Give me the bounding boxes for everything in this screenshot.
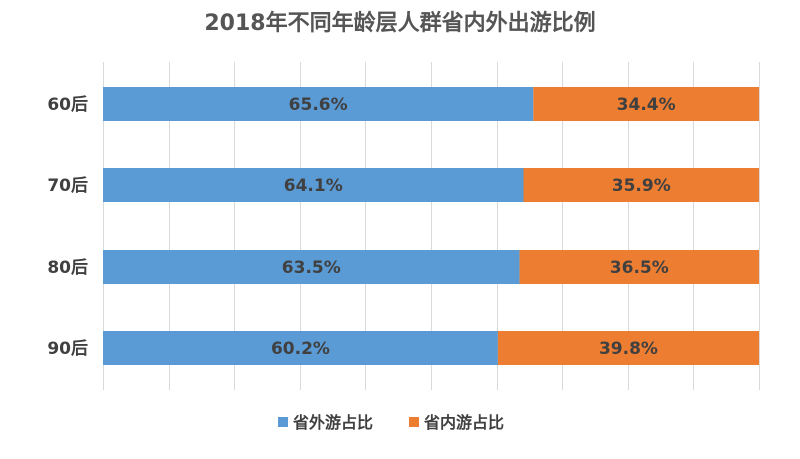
category-label: 60后 — [47, 95, 88, 115]
bar-segment — [519, 250, 759, 284]
data-label: 64.1% — [284, 176, 343, 196]
legend-label: 省外游占比 — [292, 413, 373, 432]
bar-segment — [533, 87, 759, 121]
chart-title: 2018年不同年龄层人群省内外出游比例 — [204, 10, 595, 36]
data-label: 34.4% — [617, 95, 676, 115]
legend-label: 省内游占比 — [423, 413, 504, 432]
category-label: 70后 — [47, 176, 88, 196]
data-label: 60.2% — [271, 339, 330, 359]
bar-segment — [103, 250, 520, 284]
category-labels: 60后 70后 80后 90后 — [47, 95, 88, 359]
bar-segment — [103, 331, 498, 365]
legend: 省外游占比 省内游占比 — [278, 413, 504, 432]
data-label: 39.8% — [599, 339, 658, 359]
bar-segment — [523, 168, 759, 202]
bar-segment — [103, 87, 534, 121]
bar-segment — [103, 168, 524, 202]
data-labels: 65.6% 34.4% 64.1% 35.9% 63.5% 36.5% 60.2% 39.8% — [271, 95, 676, 359]
data-label: 65.6% — [289, 95, 348, 115]
legend-swatch — [278, 417, 288, 427]
data-label: 35.9% — [612, 176, 671, 196]
legend-item: 省内游占比 — [409, 413, 504, 432]
category-label: 80后 — [47, 258, 88, 278]
bar-segment — [497, 331, 759, 365]
bars — [103, 87, 759, 365]
category-label: 90后 — [47, 339, 88, 359]
legend-swatch — [409, 417, 419, 427]
data-label: 36.5% — [610, 258, 669, 278]
legend-item: 省外游占比 — [278, 413, 373, 432]
data-label: 63.5% — [282, 258, 341, 278]
